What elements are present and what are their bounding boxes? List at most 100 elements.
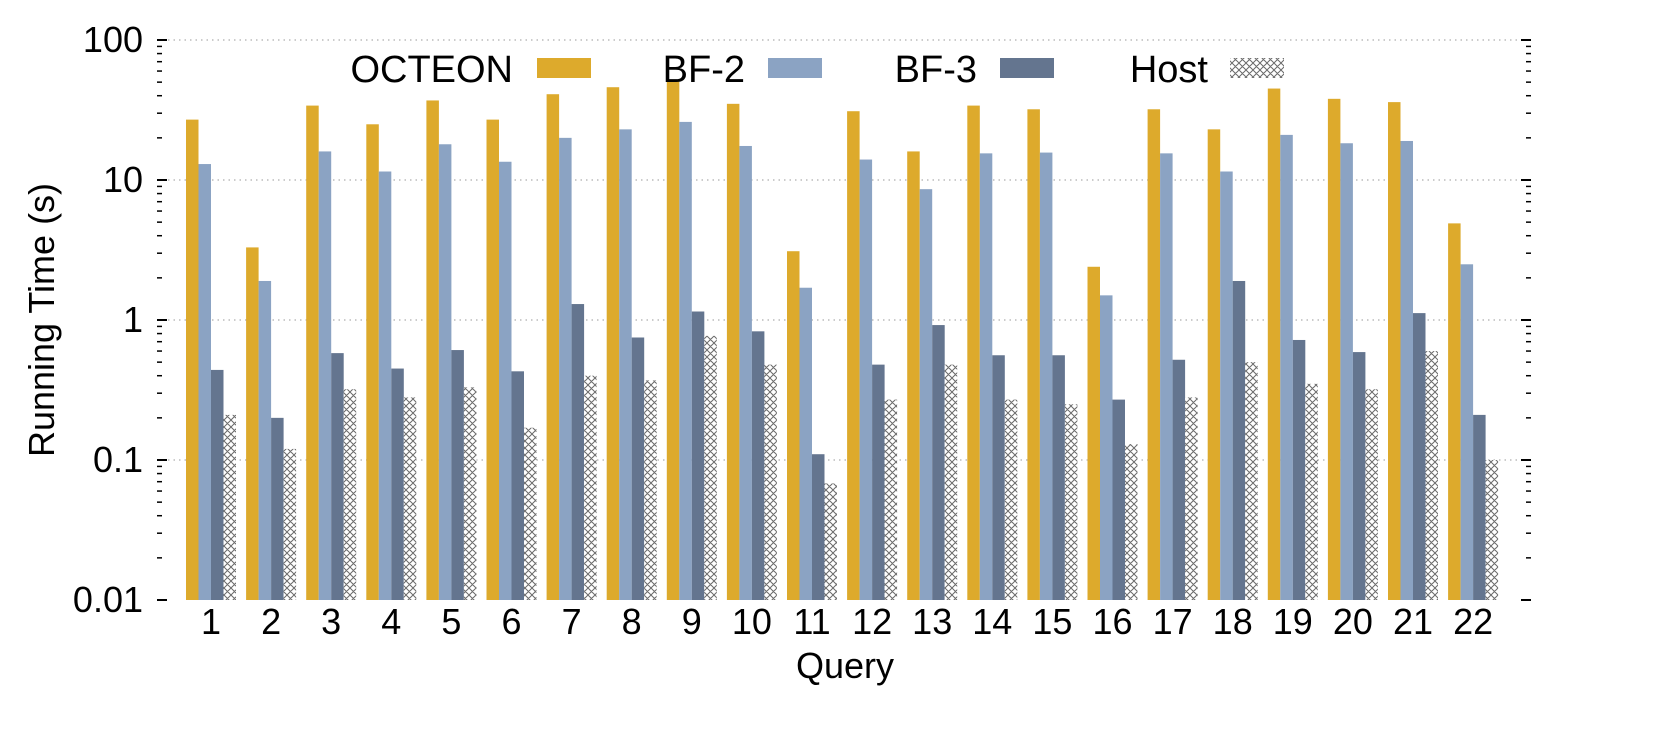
bar-bf-2-q19 — [1280, 134, 1293, 601]
bar-bf-3-q13 — [932, 325, 945, 600]
bar-bf-3-q19 — [1292, 339, 1306, 600]
bar-octeon-q16 — [1087, 266, 1100, 600]
bar-octeon-q12 — [847, 111, 860, 601]
bar-octeon-q21 — [1388, 102, 1401, 601]
bar-octeon-q15 — [1027, 109, 1040, 601]
bar-bf-2-q15 — [1039, 152, 1053, 601]
bar-host-q2 — [283, 448, 297, 600]
x-tick-label: 16 — [1092, 601, 1132, 642]
x-tick-label: 15 — [1032, 601, 1072, 642]
bar-bf-2-q12 — [859, 159, 873, 601]
x-tick-label: 13 — [912, 601, 952, 642]
bar-bf-2-q18 — [1220, 171, 1233, 600]
bar-octeon-q3 — [306, 105, 319, 600]
x-tick-label: 8 — [622, 601, 642, 642]
x-tick-label: 2 — [261, 601, 281, 642]
bar-bf-2-q3 — [318, 151, 332, 600]
bar-host-q9 — [704, 335, 717, 600]
bar-bf-3-q18 — [1232, 280, 1246, 600]
bar-octeon-q18 — [1207, 129, 1221, 601]
bar-bf-3-q21 — [1413, 313, 1426, 600]
bars — [186, 79, 1499, 601]
bar-host-q8 — [644, 380, 657, 600]
bar-octeon-q20 — [1327, 98, 1341, 601]
bar-host-q16 — [1125, 444, 1138, 600]
bar-octeon-q11 — [787, 251, 800, 601]
bar-octeon-q19 — [1267, 88, 1281, 601]
bar-bf-2-q6 — [499, 161, 512, 600]
x-tick-label: 7 — [562, 601, 582, 642]
bar-bf-3-q5 — [451, 350, 464, 600]
bar-host-q5 — [463, 387, 477, 600]
bar-bf-2-q14 — [979, 153, 993, 600]
legend-swatch — [537, 58, 591, 78]
bar-host-q14 — [1004, 399, 1018, 600]
bar-bf-2-q22 — [1460, 264, 1474, 600]
x-tick-label: 11 — [793, 601, 830, 642]
bar-host-q12 — [884, 399, 898, 600]
bar-host-q10 — [764, 364, 777, 600]
x-tick-label: 20 — [1333, 601, 1373, 642]
bar-bf-2-q16 — [1100, 295, 1113, 600]
bar-bf-2-q1 — [198, 164, 211, 601]
bar-bf-2-q2 — [258, 280, 272, 600]
y-tick-label: 100 — [83, 19, 143, 60]
bar-octeon-q14 — [967, 105, 980, 600]
legend-label: OCTEON — [350, 49, 513, 91]
x-tick-label: 5 — [441, 601, 461, 642]
bar-bf-2-q5 — [438, 144, 452, 601]
grid-lines — [157, 39, 1531, 461]
bar-host-q22 — [1485, 460, 1499, 600]
bar-bf-3-q9 — [691, 311, 705, 600]
bar-bf-2-q9 — [679, 121, 692, 600]
x-tick-label: 9 — [682, 601, 702, 642]
bar-bf-2-q8 — [619, 129, 632, 601]
legend-swatch — [1230, 58, 1284, 78]
bar-host-q7 — [584, 375, 597, 600]
bar-octeon-q22 — [1448, 223, 1461, 600]
bar-bf-3-q3 — [331, 353, 344, 600]
y-tick-label: 10 — [103, 159, 143, 200]
x-tick-label: 17 — [1153, 601, 1193, 642]
bar-host-q1 — [223, 414, 236, 600]
bar-host-q11 — [824, 483, 837, 600]
x-tick-label: 10 — [732, 601, 772, 642]
bar-host-q15 — [1064, 404, 1078, 600]
bar-bf-2-q21 — [1400, 140, 1413, 601]
bar-bf-3-q14 — [992, 355, 1005, 600]
x-tick-label: 3 — [321, 601, 341, 642]
y-tick-label: 0.1 — [93, 439, 143, 480]
axes — [157, 39, 1531, 601]
bar-octeon-q8 — [606, 87, 620, 600]
legend-label: BF-3 — [895, 49, 977, 91]
bar-bf-2-q4 — [378, 171, 392, 600]
bar-octeon-q4 — [366, 124, 379, 601]
bar-host-q4 — [403, 397, 417, 600]
legend: OCTEON BF-2 BF-3 Host — [350, 49, 1284, 91]
bar-bf-3-q12 — [872, 364, 885, 600]
x-tick-label: 12 — [852, 601, 892, 642]
bar-bf-2-q10 — [739, 145, 752, 600]
y-axis-title: Running Time (s) — [21, 183, 62, 457]
bar-bf-3-q20 — [1352, 352, 1366, 600]
bar-host-q17 — [1185, 397, 1198, 600]
bar-bf-3-q16 — [1112, 399, 1125, 600]
bar-bf-2-q13 — [919, 189, 933, 600]
bar-octeon-q2 — [246, 247, 259, 600]
bar-host-q20 — [1365, 389, 1378, 600]
x-tick-label: 21 — [1393, 601, 1433, 642]
x-tick-label: 1 — [201, 601, 221, 642]
bar-bf-3-q10 — [751, 331, 765, 600]
x-tick-label: 19 — [1273, 601, 1313, 642]
bar-octeon-q9 — [666, 79, 680, 601]
bar-bf-3-q4 — [391, 368, 404, 600]
bar-octeon-q10 — [726, 103, 740, 600]
bar-bf-3-q2 — [271, 417, 284, 600]
legend-label: BF-2 — [663, 49, 745, 91]
bar-bf-2-q20 — [1340, 143, 1353, 601]
x-tick-label: 6 — [501, 601, 521, 642]
y-tick-label: 0.01 — [73, 579, 143, 620]
y-tick-label: 1 — [123, 299, 143, 340]
